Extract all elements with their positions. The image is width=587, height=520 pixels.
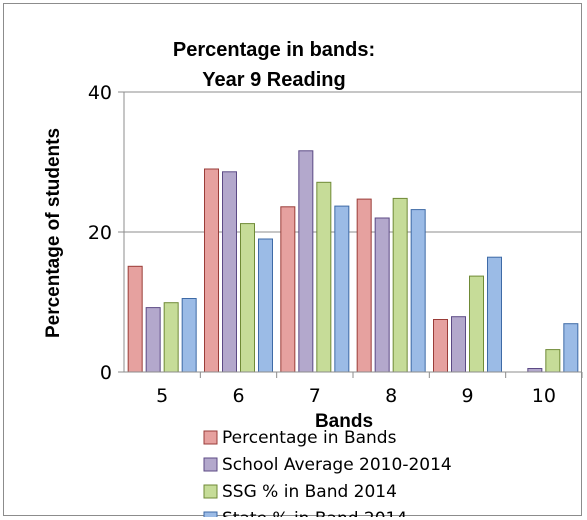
- y-tick-label-0: 0: [100, 362, 112, 384]
- legend-swatch-2: [203, 457, 218, 472]
- x-tick-label-10: 10: [532, 385, 556, 407]
- chart-frame: Percentage in bands: Year 9 Reading Perc…: [3, 3, 583, 517]
- x-tick-label-9: 9: [461, 385, 473, 407]
- chart-title-line1: Percentage in bands:: [173, 39, 375, 61]
- bar-7-series-2: [298, 150, 314, 373]
- x-tick-label-6: 6: [232, 385, 244, 407]
- bars: [127, 150, 579, 373]
- bar-10-series-4: [563, 323, 579, 373]
- legend-swatch-1: [203, 430, 218, 445]
- bar-5-series-2: [145, 307, 161, 373]
- axes: 0 20 40 5 6 7 8 9 10: [88, 82, 583, 407]
- x-tick-label-8: 8: [385, 385, 397, 407]
- legend-label-1: Percentage in Bands: [222, 428, 397, 448]
- y-tick-label-20: 20: [88, 222, 112, 244]
- bar-9-series-4: [487, 256, 502, 373]
- x-axis-title: Bands: [315, 411, 373, 432]
- bar-6-series-1: [204, 168, 219, 373]
- gridlines: [124, 91, 582, 233]
- bar-8-series-2: [374, 217, 390, 373]
- y-axis-title: Percentage of students: [43, 128, 64, 338]
- bar-8-series-1: [356, 198, 372, 373]
- x-tick-label-5: 5: [156, 385, 168, 407]
- bar-10-series-2: [527, 368, 543, 373]
- bar-8-series-4: [410, 209, 426, 373]
- bar-7-series-4: [334, 205, 350, 373]
- bar-5-series-1: [127, 265, 143, 373]
- bar-5-series-3: [163, 302, 179, 373]
- bar-6-series-2: [222, 171, 237, 373]
- legend-label-3: SSG % in Band 2014: [222, 482, 397, 502]
- bar-6-series-4: [258, 238, 273, 373]
- legend-label-2: School Average 2010-2014: [222, 455, 452, 475]
- bar-9-series-2: [451, 316, 466, 373]
- chart-svg: Percentage in bands: Year 9 Reading Perc…: [43, 39, 583, 517]
- legend-swatch-3: [203, 484, 218, 499]
- chart-title-line2: Year 9 Reading: [202, 69, 345, 91]
- bar-10-series-3: [545, 349, 561, 373]
- bar-5-series-4: [181, 298, 197, 373]
- bar-8-series-3: [392, 197, 408, 373]
- legend-label-4: State % in Band 2014: [222, 509, 407, 517]
- y-tick-label-40: 40: [88, 82, 112, 104]
- bar-7-series-1: [280, 206, 296, 373]
- bar-7-series-3: [316, 181, 332, 373]
- legend: Percentage in Bands School Average 2010-2…: [203, 428, 452, 517]
- bar-9-series-3: [469, 275, 484, 373]
- x-tick-label-7: 7: [309, 385, 321, 407]
- legend-swatch-4: [203, 511, 218, 517]
- bar-6-series-3: [240, 223, 255, 373]
- bar-9-series-1: [433, 319, 448, 373]
